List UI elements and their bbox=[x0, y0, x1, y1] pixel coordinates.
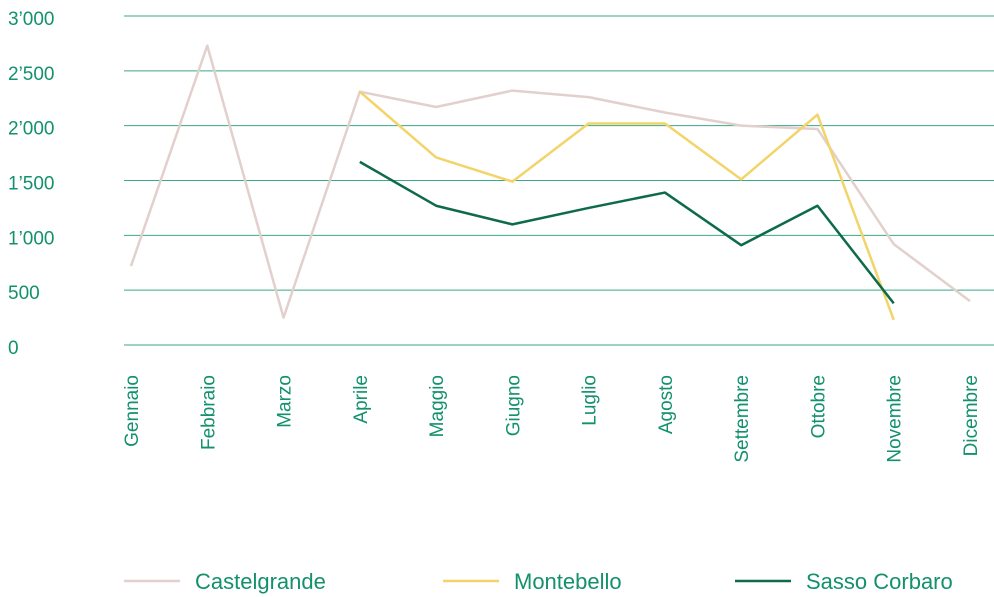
series-line bbox=[359, 90, 895, 321]
x-tick-label: Settembre bbox=[732, 375, 753, 463]
x-tick-label: Giugno bbox=[503, 375, 524, 436]
x-tick-label: Maggio bbox=[427, 375, 448, 437]
x-tick-label: Novembre bbox=[885, 375, 906, 463]
x-tick-label: Marzo bbox=[275, 375, 296, 428]
y-tick-label: 3’000 bbox=[8, 9, 55, 30]
legend-label: Montebello bbox=[514, 569, 622, 594]
series-line bbox=[129, 44, 971, 319]
y-tick-label: 500 bbox=[8, 283, 40, 304]
y-tick-label: 2’000 bbox=[8, 119, 55, 140]
y-tick-label: 2’500 bbox=[8, 64, 55, 85]
x-tick-label: Febbraio bbox=[198, 375, 219, 450]
y-tick-label: 1’500 bbox=[8, 174, 55, 195]
x-tick-label: Luglio bbox=[580, 375, 601, 426]
x-tick-label: Agosto bbox=[656, 375, 677, 434]
x-tick-label: Ottobre bbox=[808, 375, 829, 438]
x-tick-label: Aprile bbox=[351, 375, 372, 424]
x-tick-label: Gennaio bbox=[122, 375, 143, 447]
y-tick-label: 1’000 bbox=[8, 228, 55, 249]
legend-label: Castelgrande bbox=[195, 569, 326, 594]
legend-label: Sasso Corbaro bbox=[806, 569, 953, 594]
x-tick-label: Dicembre bbox=[961, 375, 982, 456]
y-tick-label: 0 bbox=[8, 338, 19, 359]
series-line bbox=[359, 160, 895, 305]
